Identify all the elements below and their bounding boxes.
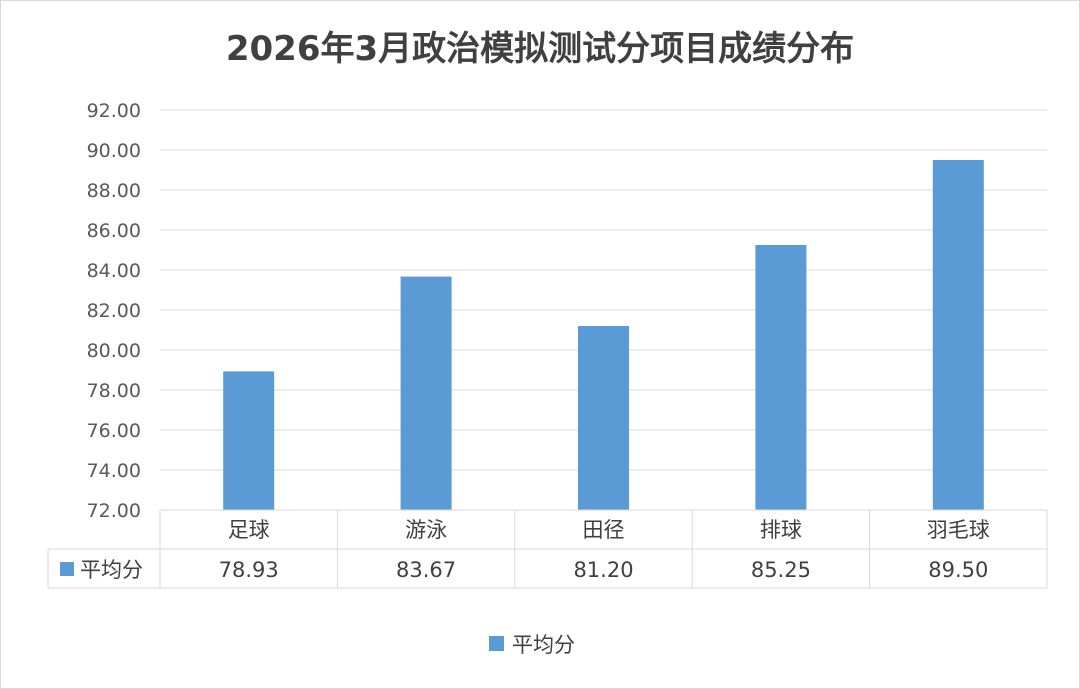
y-tick-label: 92.00 xyxy=(87,100,141,122)
y-tick-label: 88.00 xyxy=(87,180,141,202)
y-tick-label: 80.00 xyxy=(87,340,141,362)
bar xyxy=(223,371,275,510)
chart-title: 2026年3月政治模拟测试分项目成绩分布 xyxy=(226,29,854,69)
y-tick-label: 84.00 xyxy=(87,260,141,282)
y-tick-label: 76.00 xyxy=(87,420,141,442)
data-label: 78.93 xyxy=(219,558,279,582)
y-tick-label: 78.00 xyxy=(87,380,141,402)
bar xyxy=(578,326,629,510)
legend-swatch xyxy=(489,636,504,651)
table-legend-swatch xyxy=(60,562,74,576)
data-label: 81.20 xyxy=(573,558,633,582)
category-label: 足球 xyxy=(228,518,270,542)
data-table: 足球 78.93 游泳 83.67 田径 81.20 排球 85.25 羽毛球 89.50 平均分 xyxy=(47,509,1048,589)
legend: 平均分 xyxy=(489,633,575,657)
y-tick-label: 90.00 xyxy=(87,140,141,162)
category-label: 游泳 xyxy=(405,518,447,542)
bar xyxy=(400,276,452,510)
gridlines xyxy=(160,109,1047,471)
data-label: 89.50 xyxy=(928,558,988,582)
y-tick-label: 82.00 xyxy=(87,300,141,322)
category-label: 羽毛球 xyxy=(927,518,990,542)
category-label: 排球 xyxy=(760,518,802,542)
data-label: 85.25 xyxy=(751,558,811,582)
y-tick-label: 72.00 xyxy=(87,500,141,522)
bar xyxy=(932,160,984,510)
category-label: 田径 xyxy=(583,518,625,542)
y-tick-label: 74.00 xyxy=(87,460,141,482)
y-tick-label: 86.00 xyxy=(87,220,141,242)
bar xyxy=(755,245,807,510)
legend-label: 平均分 xyxy=(512,633,575,657)
table-series-name: 平均分 xyxy=(80,558,143,582)
data-label: 83.67 xyxy=(396,558,456,582)
bars xyxy=(223,160,984,510)
y-axis: 72.00 74.00 76.00 78.00 80.00 82.00 84.00 86.00… xyxy=(87,100,141,522)
